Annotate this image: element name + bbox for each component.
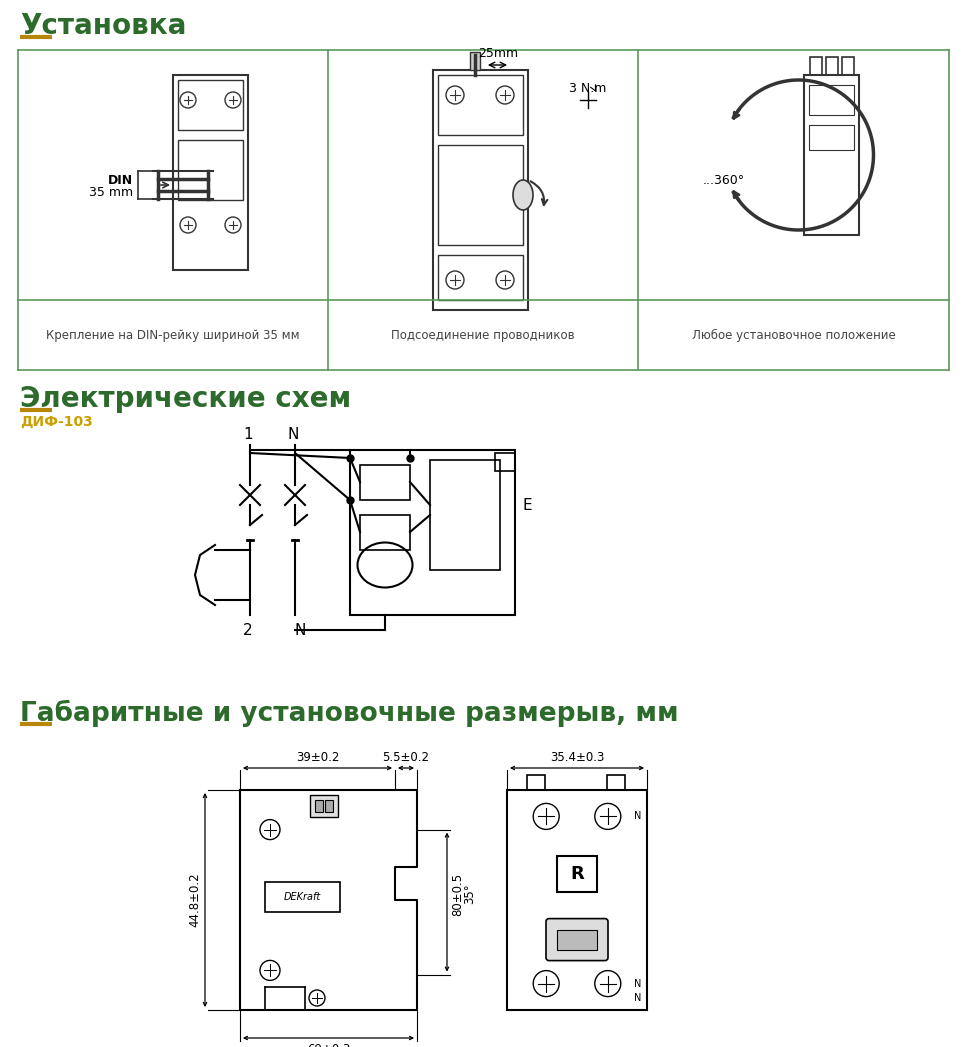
Bar <box>495 453 515 471</box>
Text: DIN: DIN <box>108 174 133 186</box>
Bar <box>841 57 854 75</box>
Text: R: R <box>571 865 584 883</box>
Text: 35.4±0.3: 35.4±0.3 <box>550 751 604 764</box>
Bar <box>438 144 523 245</box>
Text: N: N <box>633 993 641 1003</box>
Bar <box>527 775 545 790</box>
Bar <box>438 255 523 300</box>
Text: 35°: 35° <box>463 884 476 905</box>
Bar <box>178 140 243 200</box>
Text: N: N <box>633 979 641 988</box>
Text: 80±0.5: 80±0.5 <box>451 872 464 916</box>
Bar <box>360 515 410 550</box>
Text: Установка: Установка <box>20 12 187 40</box>
Text: Электрические схем: Электрические схем <box>20 385 351 413</box>
Text: E: E <box>523 497 533 512</box>
Text: 25mm: 25mm <box>478 47 518 60</box>
Text: 35 mm: 35 mm <box>89 186 133 200</box>
Bar <box>557 855 597 892</box>
Bar <box>507 790 647 1010</box>
Bar <box>430 460 500 570</box>
Text: Любое установочное положение: Любое установочное положение <box>691 329 895 341</box>
Text: 3 N.m: 3 N.m <box>570 82 606 95</box>
Bar <box>315 800 323 812</box>
Text: 2: 2 <box>243 623 252 638</box>
Bar <box>826 57 837 75</box>
Bar <box>809 57 822 75</box>
Bar <box>607 775 625 790</box>
Bar <box>178 80 243 130</box>
Bar <box>360 465 410 500</box>
Bar <box>265 883 340 912</box>
Text: Крепление на DIN-рейку шириной 35 мм: Крепление на DIN-рейку шириной 35 мм <box>46 329 300 341</box>
Bar <box>808 85 854 115</box>
Bar <box>804 75 859 235</box>
Bar <box>557 930 597 950</box>
Text: 39±0.2: 39±0.2 <box>296 751 339 764</box>
FancyBboxPatch shape <box>546 918 608 960</box>
Text: N: N <box>633 811 641 822</box>
Bar <box>438 75 523 135</box>
Bar <box>808 125 854 150</box>
Text: N: N <box>287 427 299 442</box>
Bar <box>325 800 333 812</box>
Text: N: N <box>294 623 306 638</box>
Bar <box>433 70 528 310</box>
Text: ...360°: ...360° <box>703 174 745 186</box>
Text: Габаритные и установочные размерыв, мм: Габаритные и установочные размерыв, мм <box>20 700 679 728</box>
Text: 1: 1 <box>243 427 252 442</box>
Text: Подсоединение проводников: Подсоединение проводников <box>392 329 574 341</box>
Bar <box>310 795 338 817</box>
Text: ДИФ-103: ДИФ-103 <box>20 415 93 429</box>
Bar <box>470 52 480 70</box>
Ellipse shape <box>513 180 533 210</box>
Text: DEKraft: DEKraft <box>284 892 321 903</box>
Bar <box>350 450 515 615</box>
Text: 44.8±0.2: 44.8±0.2 <box>188 873 201 928</box>
Text: 69±0.3: 69±0.3 <box>307 1043 350 1047</box>
Bar <box>173 75 248 270</box>
Text: 5.5±0.2: 5.5±0.2 <box>383 751 429 764</box>
